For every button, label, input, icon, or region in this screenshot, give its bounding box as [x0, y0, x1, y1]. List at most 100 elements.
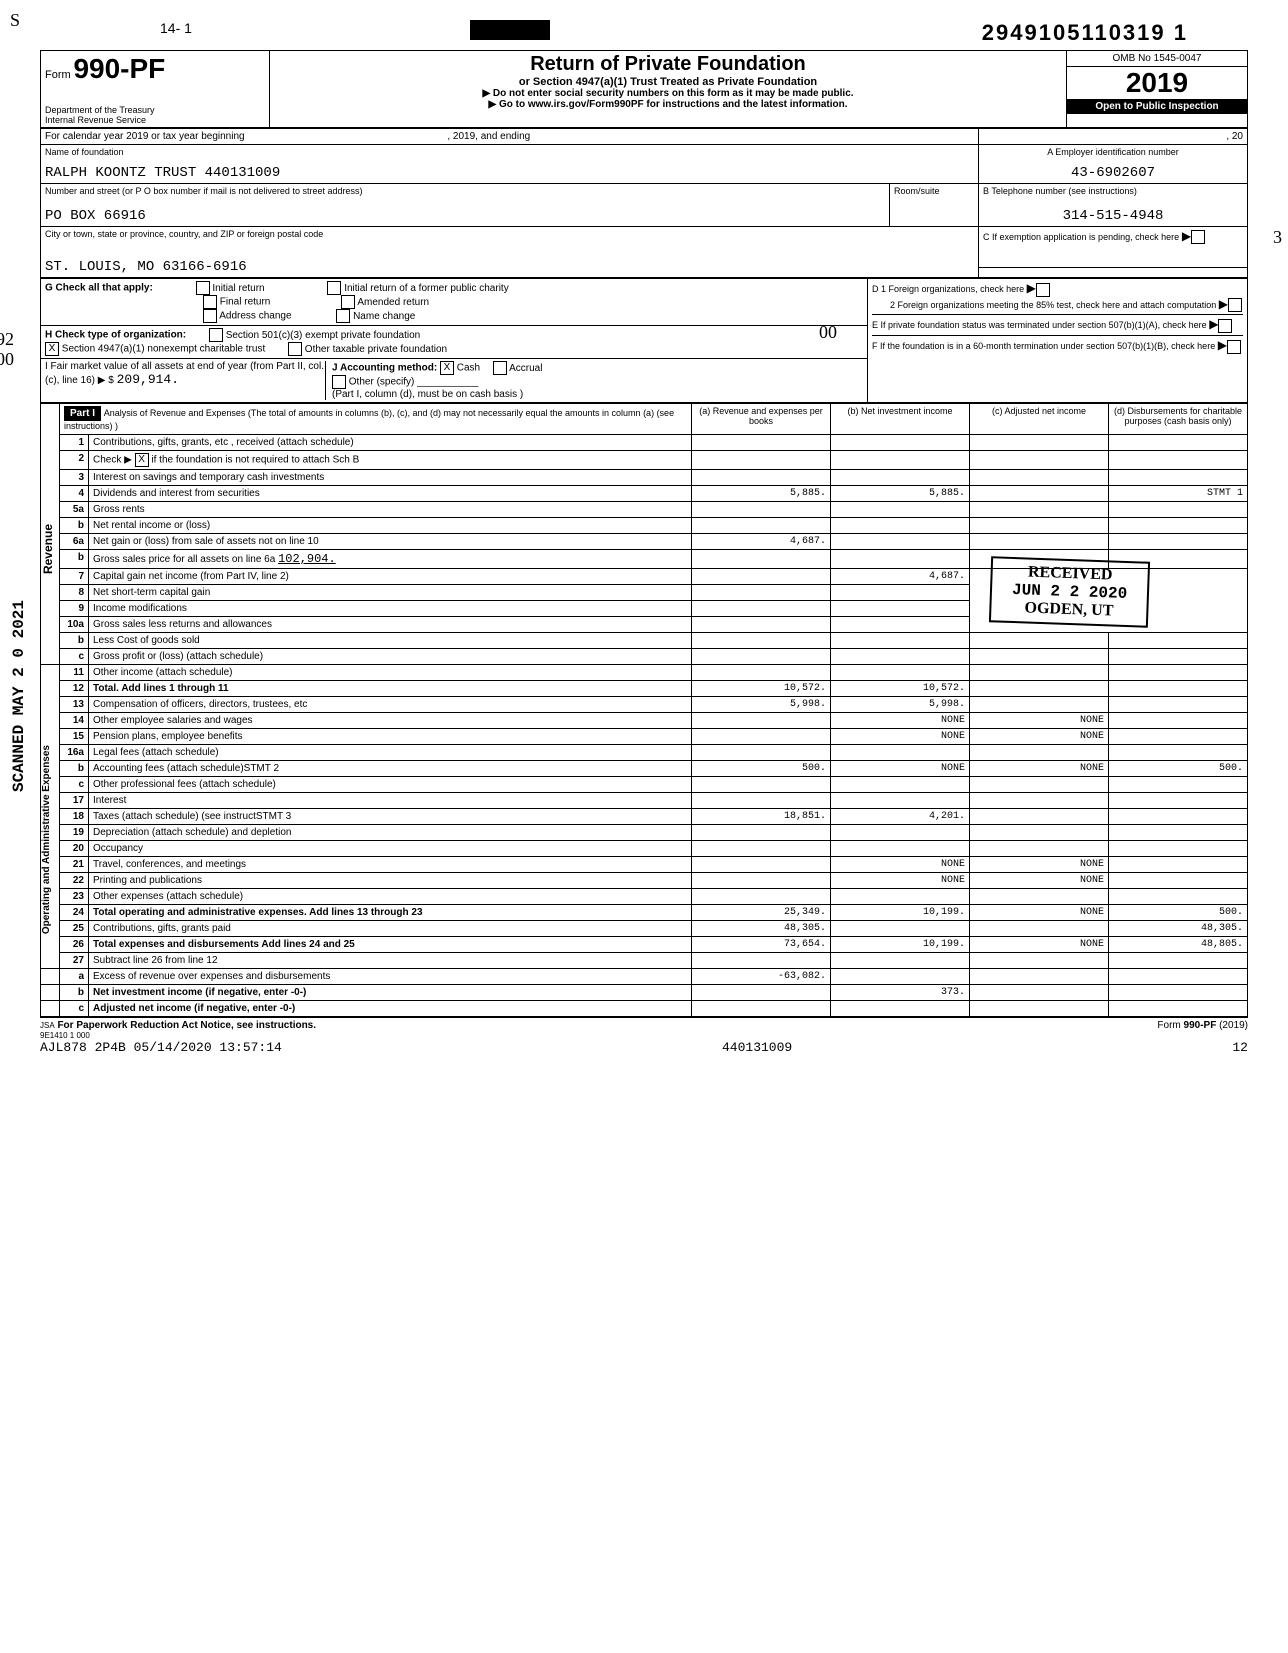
page-fragment: 14- 1 [160, 20, 192, 36]
hand-3: 3 [1273, 227, 1282, 248]
street-address: PO BOX 66916 [45, 208, 885, 224]
h-other-checkbox[interactable] [288, 342, 302, 356]
final-label: Final return [220, 297, 271, 308]
d1-checkbox[interactable] [1036, 283, 1050, 297]
hand-92: 92 [0, 329, 14, 350]
paperwork-notice: For Paperwork Reduction Act Notice, see … [57, 1020, 316, 1031]
initial-label: Initial return [212, 283, 264, 294]
table-row: 16aLegal fees (attach schedule) [41, 745, 1248, 761]
e-checkbox[interactable] [1218, 319, 1232, 333]
table-row: 22Printing and publicationsNONENONE [41, 873, 1248, 889]
c-label: C If exemption application is pending, c… [983, 232, 1179, 242]
g-label: G Check all that apply: [45, 283, 153, 294]
cal-year-label: For calendar year 2019 or tax year begin… [45, 131, 245, 142]
l2-checkbox[interactable]: X [135, 453, 149, 467]
barcode [470, 20, 550, 43]
form-header: Form 990-PF Department of the Treasury I… [40, 50, 1248, 128]
final-checkbox[interactable] [203, 295, 217, 309]
col-b-header: (b) Net investment income [831, 404, 970, 435]
table-row: bNet rental income or (loss) [41, 518, 1248, 534]
footer: JSA For Paperwork Reduction Act Notice, … [40, 1017, 1248, 1040]
form-number: 990-PF [73, 53, 165, 84]
table-row: cOther professional fees (attach schedul… [41, 777, 1248, 793]
j-other-label: Other (specify) [349, 377, 415, 388]
i-label: I Fair market value of all assets at end… [45, 361, 324, 386]
initial-checkbox[interactable] [196, 281, 210, 295]
part1-header: Part I [64, 406, 101, 421]
table-row: 27Subtract line 26 from line 12 [41, 953, 1248, 969]
j-label: J Accounting method: [332, 363, 437, 374]
form-footer: Form 990-PF (2019) [1157, 1020, 1248, 1031]
city-label: City or town, state or province, country… [45, 229, 974, 239]
amended-checkbox[interactable] [341, 295, 355, 309]
table-row: 3Interest on savings and temporary cash … [41, 470, 1248, 486]
received-stamp: RECEIVED JUN 2 2 2020 OGDEN, UT [989, 556, 1150, 628]
table-row: 23Other expenses (attach schedule) [41, 889, 1248, 905]
city-value: ST. LOUIS, MO 63166-6916 [45, 259, 974, 275]
hand-00b: 00 [0, 349, 14, 370]
table-row: 19Depreciation (attach schedule) and dep… [41, 825, 1248, 841]
ein-value: 43-6902607 [983, 165, 1243, 181]
irs-label: Internal Revenue Service [45, 115, 265, 125]
revenue-label: Revenue [41, 524, 55, 574]
open-inspection: Open to Public Inspection [1067, 99, 1247, 114]
table-row: 20Occupancy [41, 841, 1248, 857]
identity-block: For calendar year 2019 or tax year begin… [40, 128, 1248, 278]
table-row: bAccounting fees (attach schedule)STMT 2… [41, 761, 1248, 777]
footer-mid: 440131009 [722, 1040, 792, 1055]
f-checkbox[interactable] [1227, 340, 1241, 354]
table-row: 13Compensation of officers, directors, t… [41, 697, 1248, 713]
h-label: H Check type of organization: [45, 330, 186, 341]
table-row: 25Contributions, gifts, grants paid48,30… [41, 921, 1248, 937]
table-row: 12Total. Add lines 1 through 1110,572.10… [41, 681, 1248, 697]
j-accrual-label: Accrual [509, 363, 542, 374]
h-4947-label: Section 4947(a)(1) nonexempt charitable … [62, 344, 265, 355]
j-cash-label: Cash [457, 363, 480, 374]
j-cash-checkbox[interactable]: X [440, 361, 454, 375]
table-row: bLess Cost of goods sold [41, 633, 1248, 649]
foundation-name: RALPH KOONTZ TRUST 440131009 [45, 165, 974, 181]
d2-checkbox[interactable] [1228, 298, 1242, 312]
table-row: cAdjusted net income (if negative, enter… [41, 1001, 1248, 1017]
name-change-checkbox[interactable] [336, 309, 350, 323]
addr-change-checkbox[interactable] [203, 309, 217, 323]
name-change-label: Name change [353, 311, 415, 322]
amended-label: Amended return [357, 297, 429, 308]
jsa-label: JSA [40, 1021, 55, 1030]
j-other-checkbox[interactable] [332, 375, 346, 389]
d2-label: 2 Foreign organizations meeting the 85% … [890, 300, 1216, 310]
footer-code: 9E1410 1 000 [40, 1031, 316, 1040]
h-4947-checkbox[interactable]: X [45, 342, 59, 356]
expenses-label: Operating and Administrative Expenses [41, 745, 52, 934]
j-accrual-checkbox[interactable] [493, 361, 507, 375]
table-row: aExcess of revenue over expenses and dis… [41, 969, 1248, 985]
part1-title: Analysis of Revenue and Expenses (The to… [64, 408, 674, 431]
form-title: Return of Private Foundation [274, 53, 1062, 76]
omb-number: OMB No 1545-0047 [1067, 51, 1247, 67]
col-d-header: (d) Disbursements for charitable purpose… [1109, 404, 1248, 435]
col-c-header: (c) Adjusted net income [970, 404, 1109, 435]
cal-year-end: , 20 [979, 129, 1248, 145]
margin-s: S [10, 10, 20, 31]
initial-former-label: Initial return of a former public charit… [344, 283, 509, 294]
tel-label: B Telephone number (see instructions) [983, 186, 1243, 196]
table-row: 14Other employee salaries and wagesNONEN… [41, 713, 1248, 729]
form-note1: ▶ Do not enter social security numbers o… [274, 88, 1062, 99]
tax-year: 2019 [1067, 67, 1247, 99]
h-501-label: Section 501(c)(3) exempt private foundat… [226, 330, 421, 341]
table-row: 6aNet gain or (loss) from sale of assets… [41, 534, 1248, 550]
form-subtitle: or Section 4947(a)(1) Trust Treated as P… [274, 76, 1062, 88]
name-label: Name of foundation [45, 147, 974, 157]
dept-treasury: Department of the Treasury [45, 105, 265, 115]
room-label: Room/suite [894, 186, 974, 196]
footer-stamp: AJL878 2P4B 05/14/2020 13:57:14 [40, 1040, 282, 1055]
h-501-checkbox[interactable] [209, 328, 223, 342]
c-checkbox[interactable] [1191, 230, 1205, 244]
initial-former-checkbox[interactable] [327, 281, 341, 295]
form-note2: ▶ Go to www.irs.gov/Form990PF for instru… [274, 99, 1062, 110]
table-row: Operating and Administrative Expenses 11… [41, 665, 1248, 681]
i-value: 209,914. [117, 372, 179, 387]
table-row: 2Check ▶ X if the foundation is not requ… [41, 451, 1248, 470]
form-prefix: Form [45, 69, 71, 81]
e-label: E If private foundation status was termi… [872, 320, 1207, 330]
